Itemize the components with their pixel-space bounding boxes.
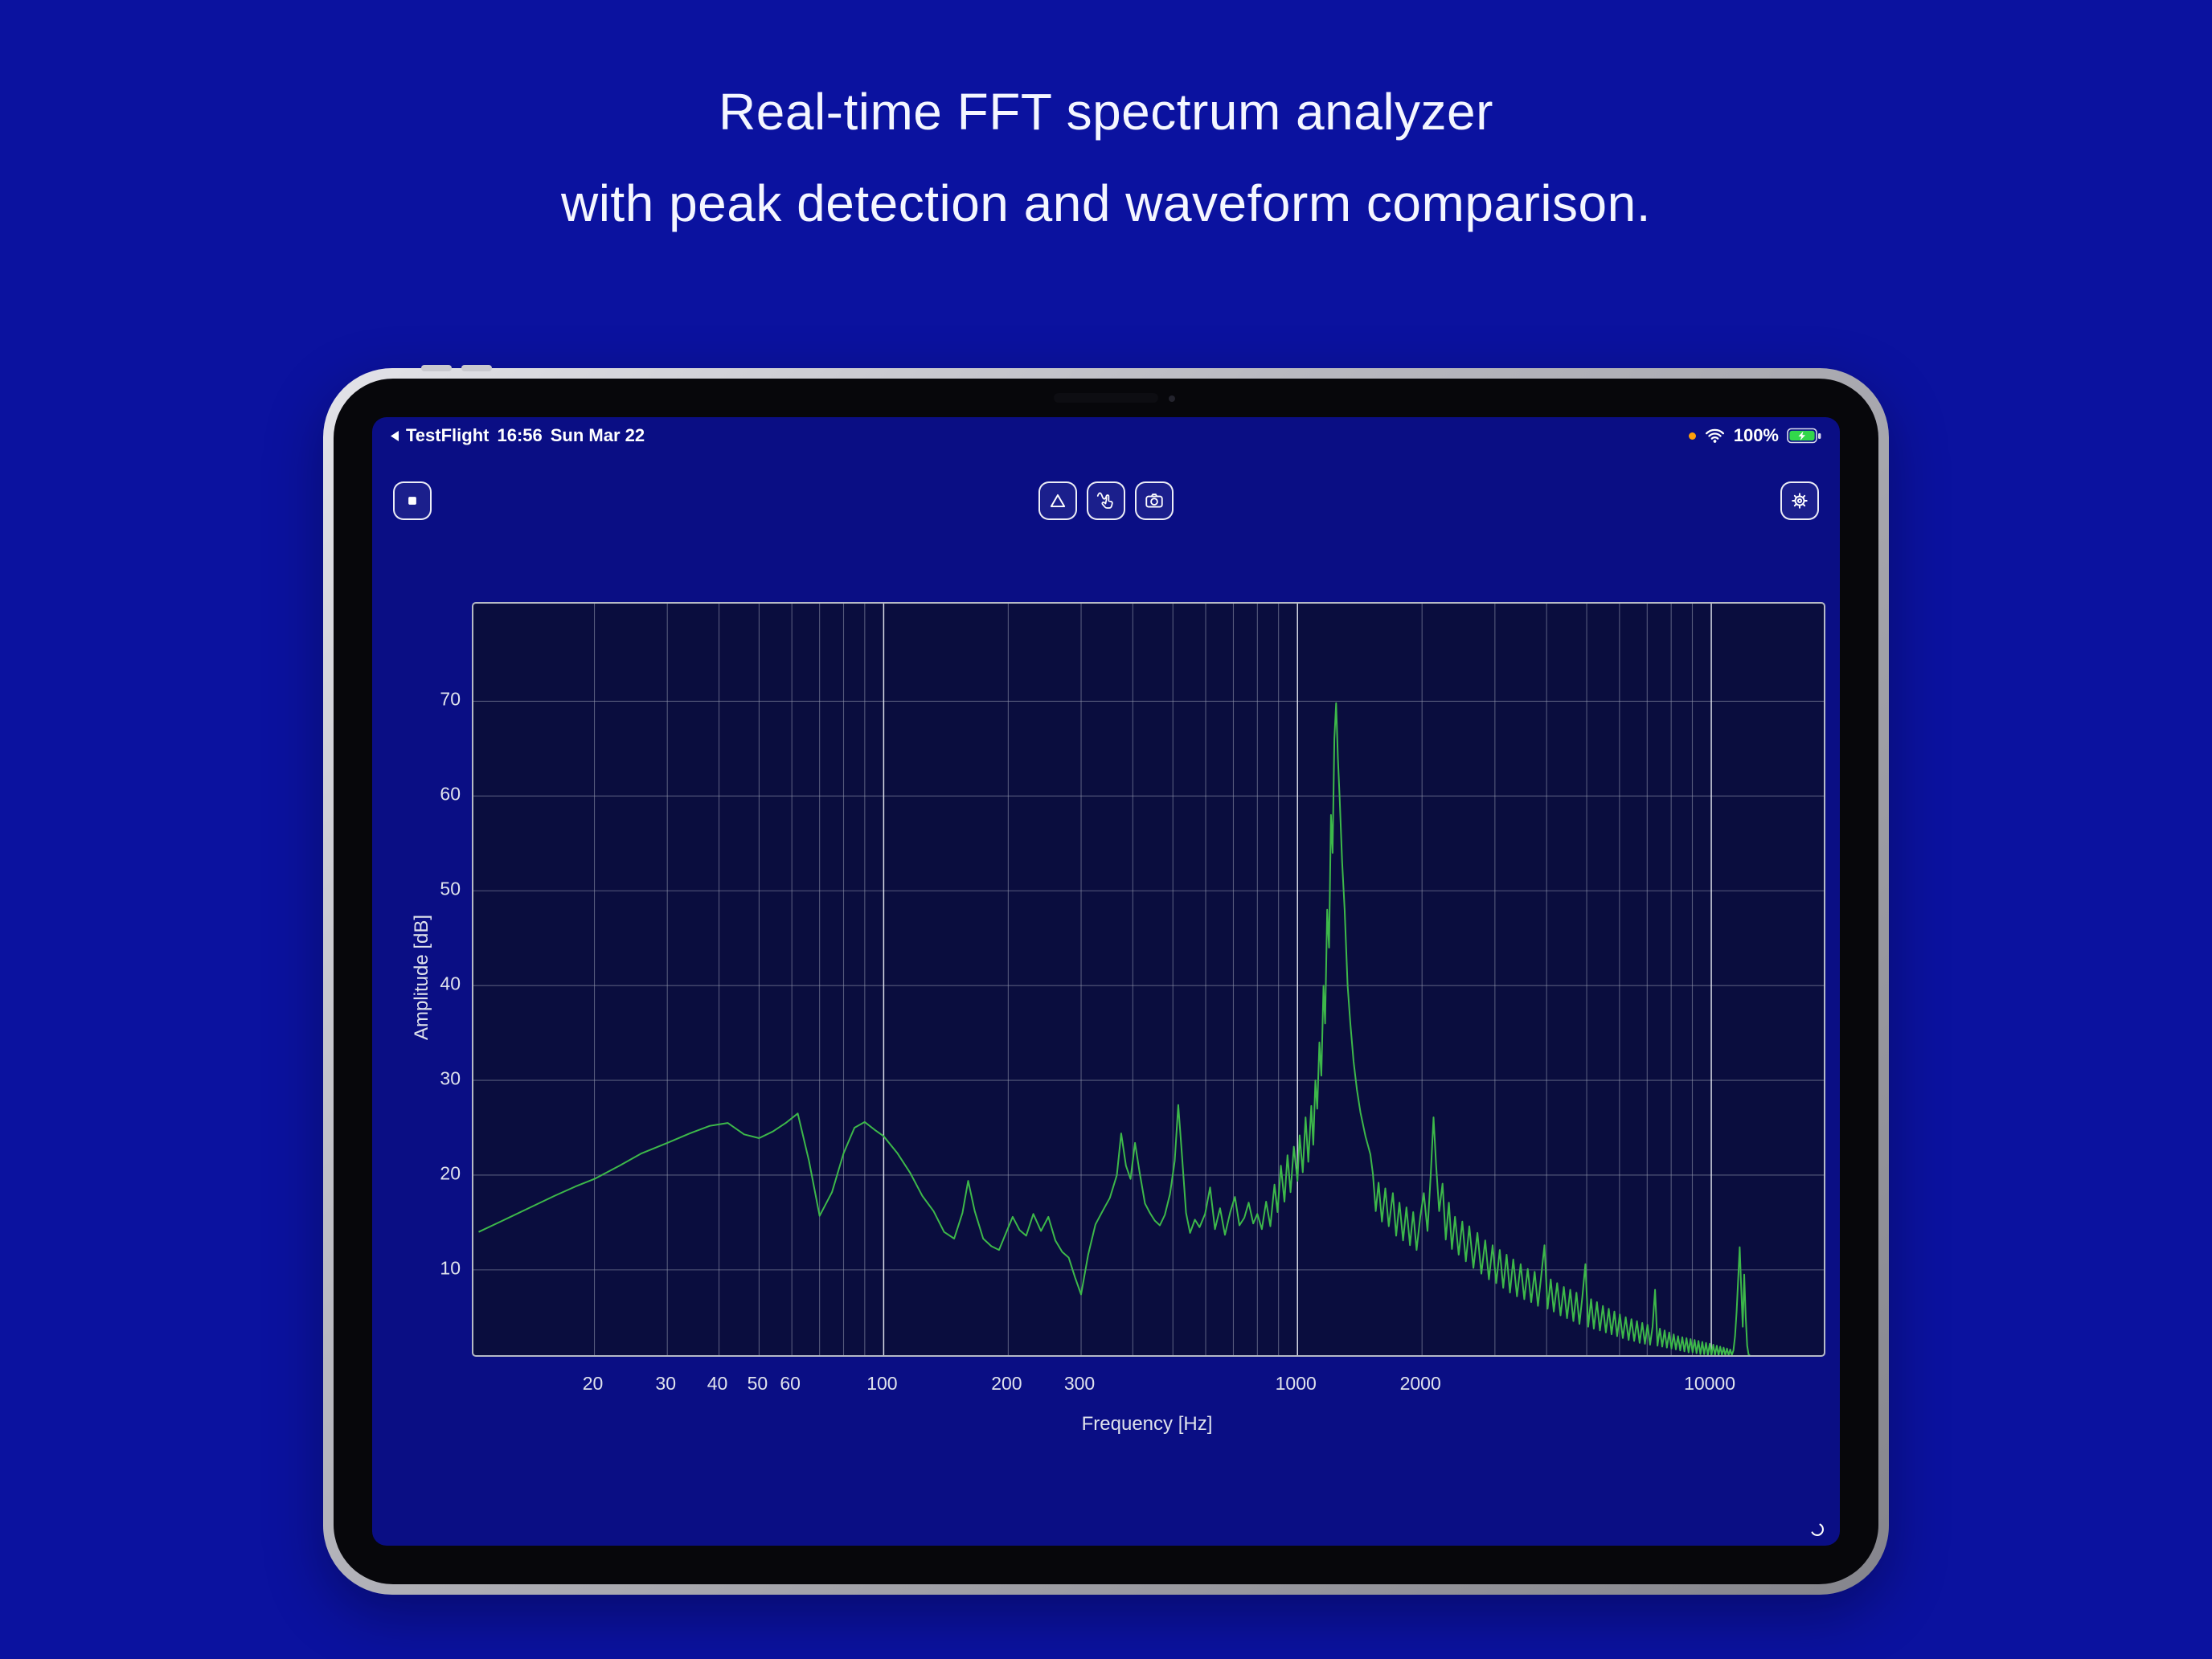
y-tick-label: 40	[440, 973, 461, 994]
x-tick-label: 200	[991, 1373, 1022, 1394]
status-date: Sun Mar 22	[550, 425, 645, 445]
x-tick-label: 300	[1063, 1373, 1096, 1394]
recording-indicator-dot	[1688, 432, 1696, 440]
x-axis-title: Frequency [Hz]	[1081, 1413, 1213, 1435]
x-tick-label: 40	[707, 1373, 728, 1394]
back-to-app-button[interactable]: TestFlight	[390, 425, 489, 446]
stop-button[interactable]	[393, 481, 432, 520]
y-axis-title: Amplitude [dB]	[411, 914, 432, 1041]
x-tick-label: 1000	[1275, 1373, 1317, 1394]
headline-line-2: with peak detection and waveform compari…	[560, 174, 1652, 232]
x-tick-label: 2000	[1399, 1373, 1441, 1394]
x-tick-label: 100	[866, 1373, 898, 1394]
x-tick-label: 20	[582, 1373, 604, 1394]
gear-icon	[1792, 493, 1808, 509]
fft-chart-area[interactable]	[472, 602, 1825, 1357]
headline-line-1: Real-time FFT spectrum analyzer	[719, 83, 1493, 141]
toolbar-center-group	[1038, 481, 1174, 520]
y-tick-label: 20	[440, 1162, 461, 1184]
x-tick-label: 30	[655, 1373, 676, 1394]
front-camera-icon	[1169, 395, 1175, 402]
headline: Real-time FFT spectrum analyzer with pea…	[0, 66, 2212, 249]
device-bezel: TestFlight 16:56 Sun Mar 22 10	[334, 379, 1878, 1584]
x-tick-label: 60	[780, 1373, 801, 1394]
screenshot-button[interactable]	[1135, 481, 1174, 520]
x-tick-label: 10000	[1684, 1373, 1736, 1394]
back-triangle-icon	[391, 430, 399, 441]
camera-icon	[1145, 494, 1163, 508]
waveform-compare-button[interactable]	[1087, 481, 1125, 520]
back-app-label: TestFlight	[406, 425, 490, 445]
device-screen: TestFlight 16:56 Sun Mar 22 10	[372, 417, 1840, 1546]
y-tick-label: 10	[440, 1257, 461, 1279]
status-bar: TestFlight 16:56 Sun Mar 22 10	[390, 424, 1822, 448]
y-tick-label: 60	[440, 783, 461, 805]
crescent-icon	[1811, 1523, 1824, 1536]
battery-percent-label: 100%	[1733, 425, 1779, 445]
x-tick-label: 50	[747, 1373, 768, 1394]
stop-square-icon	[408, 497, 416, 505]
settings-button[interactable]	[1780, 481, 1819, 520]
status-time: 16:56	[497, 425, 543, 445]
y-tick-label: 70	[440, 688, 461, 710]
volume-up-button	[421, 365, 452, 371]
fft-plot	[473, 604, 1824, 1355]
ipad-device: TestFlight 16:56 Sun Mar 22 10	[323, 365, 1889, 1595]
fft-trace	[478, 702, 1751, 1355]
wifi-icon	[1705, 428, 1724, 443]
front-camera-housing	[1054, 393, 1158, 403]
hand-compare-icon	[1096, 492, 1113, 509]
volume-down-button	[461, 365, 492, 371]
peak-marker-button[interactable]	[1038, 481, 1077, 520]
triangle-icon	[1050, 494, 1066, 508]
y-tick-label: 50	[440, 878, 461, 899]
y-tick-label: 30	[440, 1067, 461, 1089]
battery-charging-icon	[1787, 428, 1821, 443]
